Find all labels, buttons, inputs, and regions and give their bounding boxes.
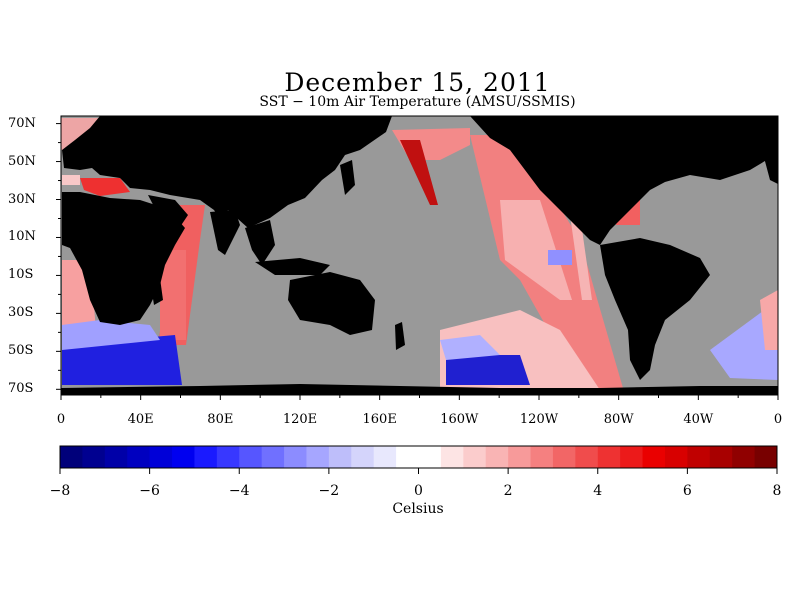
- land-antarctica: [61, 384, 778, 395]
- land-masses: [61, 116, 778, 395]
- lat-label: 70S: [8, 381, 34, 397]
- colorbar-swatch: [396, 446, 419, 468]
- colorbar-swatch: [351, 446, 375, 468]
- lat-label: 30S: [8, 305, 34, 321]
- colorbar-swatch: [508, 446, 532, 468]
- swath-n-pacific-dark: [400, 140, 438, 205]
- swath-southern-blue: [62, 335, 182, 385]
- colorbar-swatch: [216, 446, 240, 468]
- colorbar-swatch: [306, 446, 330, 468]
- colorbar-swatch: [261, 446, 285, 468]
- colorbar-swatch: [418, 446, 442, 468]
- land-indonesia: [255, 258, 330, 275]
- colorbar-swatch: [575, 446, 599, 468]
- colorbar-ticks: [59, 468, 778, 474]
- latitude-ticks: [56, 123, 61, 390]
- lat-label: 10N: [8, 229, 36, 245]
- land-europe-west: [762, 141, 778, 184]
- colorbar-tick-label: −6: [139, 483, 160, 499]
- colorbar-swatch: [82, 446, 106, 468]
- lon-label: 120W: [519, 412, 559, 427]
- colorbar-swatch: [194, 446, 218, 468]
- lat-label: 30N: [8, 191, 36, 207]
- colorbar-swatch: [597, 446, 621, 468]
- colorbar-swatch: [463, 446, 487, 468]
- land-new-zealand: [395, 322, 405, 350]
- colorbar-swatch: [709, 446, 733, 468]
- colorbar-swatch: [239, 446, 263, 468]
- lat-label: 50N: [8, 153, 36, 169]
- land-greenland: [600, 116, 720, 150]
- colorbar-units: Celsius: [392, 501, 444, 517]
- colorbar-swatch: [620, 446, 644, 468]
- colorbar-tick-label: 4: [593, 483, 603, 499]
- map-title: December 15, 2011: [284, 68, 551, 97]
- colorbar-swatch: [732, 446, 756, 468]
- map-subtitle: SST − 10m Air Temperature (AMSU/SSMIS): [259, 94, 576, 110]
- swath-s-atlantic-east: [710, 300, 778, 380]
- land-australia: [288, 272, 375, 335]
- swath-e-pacific-inner: [500, 200, 572, 300]
- land-south-america: [600, 238, 710, 380]
- colorbar-swatch: [172, 446, 195, 468]
- land-india: [210, 210, 240, 255]
- colorbar-swatch: [60, 446, 83, 468]
- longitude-ticks: [60, 395, 779, 400]
- colorbar-swatch: [485, 446, 509, 468]
- lon-label: 160W: [440, 412, 479, 427]
- colorbar-swatch: [440, 446, 464, 468]
- lon-label: 160E: [362, 412, 397, 427]
- lon-label: 80E: [207, 412, 234, 427]
- colorbar-swatch: [642, 446, 666, 468]
- colorbar-swatch: [328, 446, 352, 468]
- land-se-asia: [245, 220, 275, 265]
- colorbar-swatch: [149, 446, 173, 468]
- swath-mediterranean: [80, 178, 130, 196]
- colorbar-swatch: [754, 446, 778, 468]
- land-eurasia: [62, 116, 392, 228]
- swath-pacific-blue: [548, 250, 572, 265]
- swath-southern-lightblue: [62, 320, 160, 350]
- colorbar-tick-label: −4: [228, 483, 250, 499]
- land-north-america: [470, 116, 778, 245]
- lon-label: 80W: [603, 412, 634, 427]
- colorbar-tick-label: 6: [682, 483, 692, 499]
- colorbar-tick-label: 8: [772, 483, 782, 499]
- colorbar-tick-label: 2: [503, 483, 513, 499]
- lon-label: 120E: [282, 412, 318, 427]
- colorbar-tick-label: −2: [318, 483, 340, 499]
- colorbar-swatch: [687, 446, 711, 468]
- colorbar-swatch: [664, 446, 688, 468]
- colorbar: [59, 445, 778, 469]
- land-arabia: [148, 195, 188, 230]
- colorbar-swatch: [104, 446, 128, 468]
- lat-label: 70N: [8, 115, 36, 131]
- swath-s-pacific-blue: [446, 355, 530, 385]
- lon-label: 0: [56, 412, 66, 427]
- colorbar-swatch: [284, 446, 307, 468]
- colorbar-swatch: [552, 446, 576, 468]
- lon-label: 0: [773, 412, 783, 427]
- colorbar-tick-label: −8: [49, 483, 71, 499]
- colorbar-tick-label: 0: [414, 483, 423, 499]
- lat-label: 10S: [8, 267, 34, 283]
- lon-label: 40W: [683, 412, 714, 427]
- land-madagascar: [150, 278, 163, 305]
- land-japan: [340, 160, 355, 195]
- swath-s-atlantic-red-east: [760, 290, 778, 350]
- colorbar-swatch: [127, 446, 151, 468]
- colorbar-swatch: [530, 446, 554, 468]
- swath-n-atlantic: [62, 175, 80, 185]
- colorbar-swatch: [373, 446, 397, 468]
- swath-s-indian-red: [160, 250, 186, 340]
- swath-s-pacific-lightblue: [440, 335, 500, 360]
- lon-label: 40E: [127, 412, 154, 427]
- satellite-swaths: [61, 118, 778, 395]
- lat-label: 50S: [8, 343, 34, 359]
- swath-central-stripes: [570, 215, 592, 300]
